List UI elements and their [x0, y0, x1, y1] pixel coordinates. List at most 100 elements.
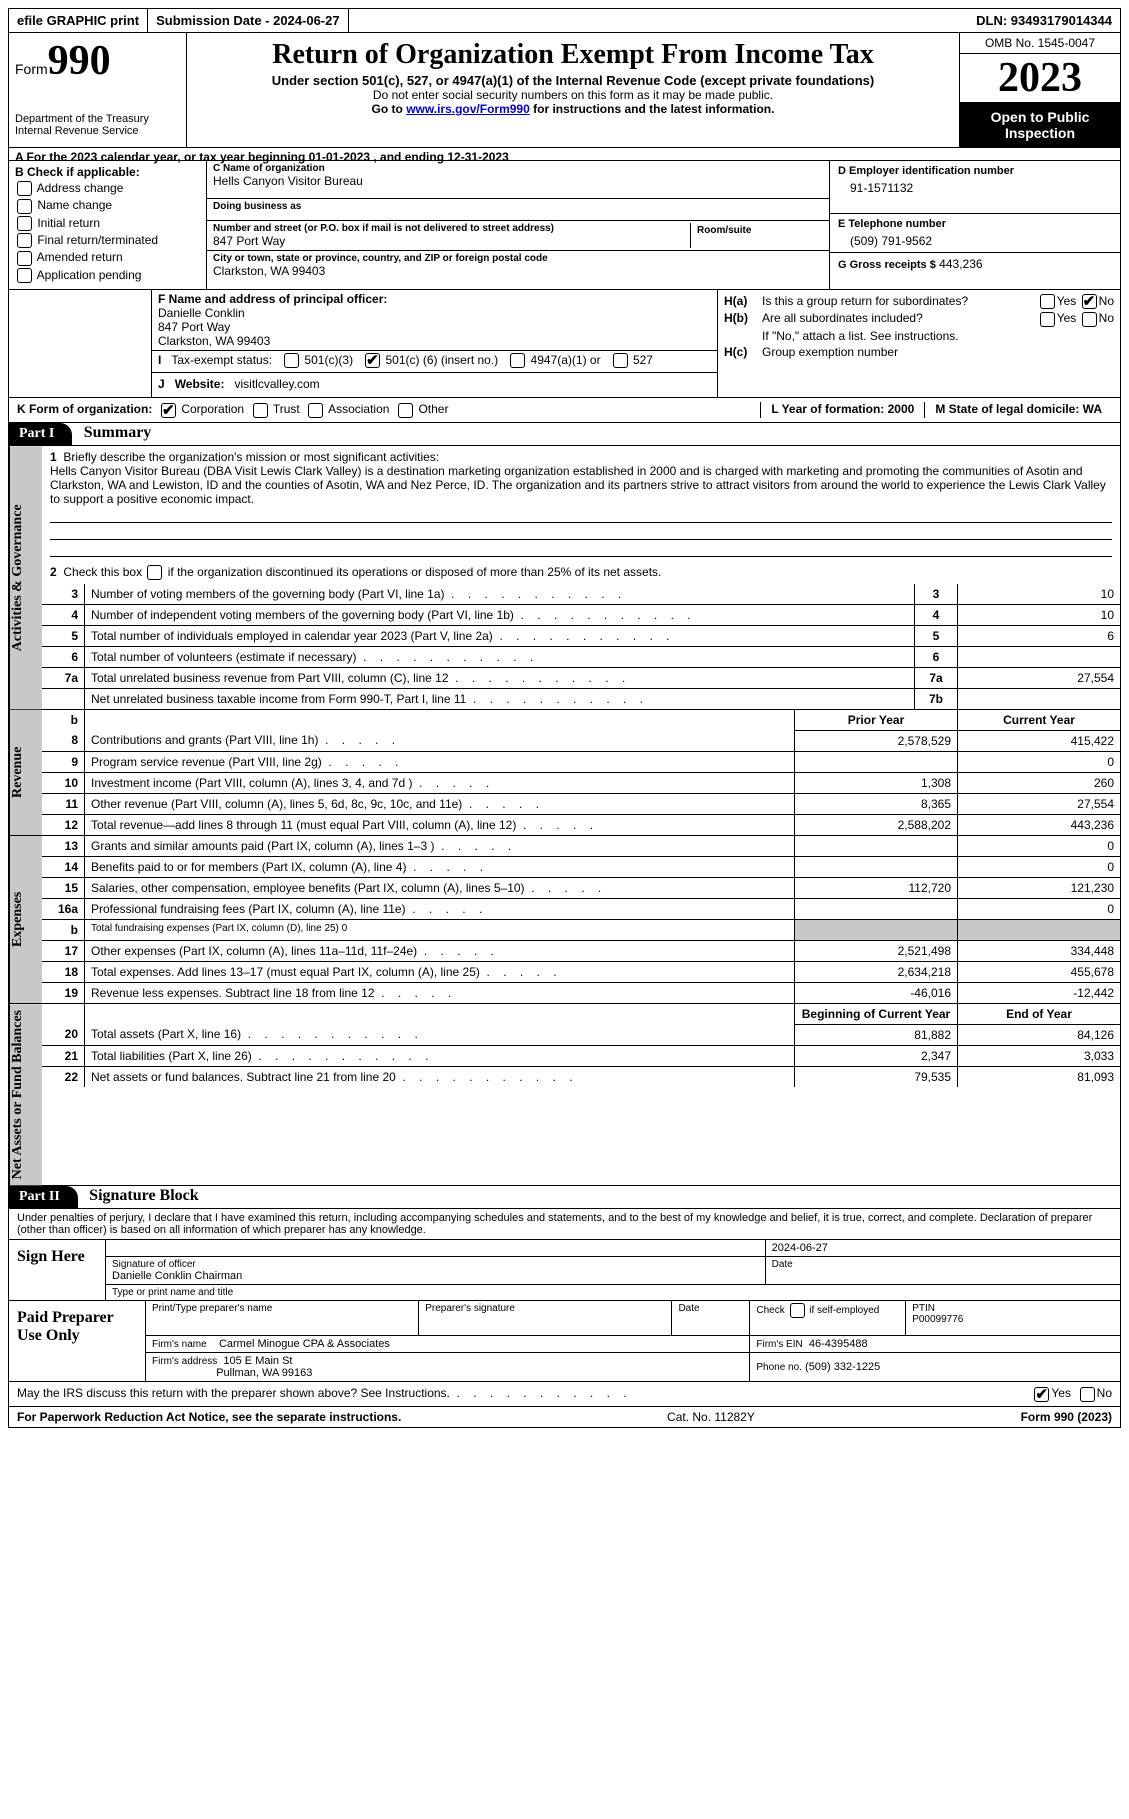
tax-year: 2023 — [960, 54, 1120, 103]
chk-527[interactable] — [613, 353, 628, 368]
city-value: Clarkston, WA 99403 — [213, 264, 823, 278]
part2-title: Signature Block — [81, 1185, 207, 1206]
footer-row: For Paperwork Reduction Act Notice, see … — [8, 1407, 1121, 1428]
dln: DLN: 93493179014344 — [968, 9, 1120, 32]
public-inspection: Open to Public Inspection — [960, 103, 1120, 147]
part1-title: Summary — [76, 422, 160, 443]
state-domicile: M State of legal domicile: WA — [935, 402, 1102, 416]
top-bar: efile GRAPHIC print Submission Date - 20… — [8, 8, 1121, 33]
checkbox-initial-return[interactable]: Initial return — [15, 216, 200, 231]
paid-preparer-section: Paid Preparer Use Only Print/Type prepar… — [8, 1301, 1121, 1382]
table-row: 8Contributions and grants (Part VIII, li… — [42, 730, 1120, 751]
org-name-label: C Name of organization — [213, 163, 823, 174]
checkbox-address-change[interactable]: Address change — [15, 181, 200, 196]
section-fh: F Name and address of principal officer:… — [8, 290, 1121, 398]
table-row: 5Total number of individuals employed in… — [42, 625, 1120, 646]
side-netassets: Net Assets or Fund Balances — [9, 1004, 42, 1185]
gross-value: 443,236 — [939, 257, 982, 271]
table-row: 10Investment income (Part VIII, column (… — [42, 772, 1120, 793]
checkbox-final-return-terminated[interactable]: Final return/terminated — [15, 233, 200, 248]
table-row: 6Total number of volunteers (estimate if… — [42, 646, 1120, 667]
hb-yes[interactable] — [1040, 312, 1055, 327]
paid-preparer-label: Paid Preparer Use Only — [9, 1301, 146, 1381]
discuss-yes[interactable] — [1034, 1387, 1049, 1402]
table-row: 3Number of voting members of the governi… — [42, 584, 1120, 605]
addr-label: Number and street (or P.O. box if mail i… — [213, 223, 690, 234]
prep-selfemp: Check if self-employed — [750, 1301, 906, 1336]
form-number: Form990 — [15, 37, 180, 85]
dept-treasury: Department of the Treasury Internal Reve… — [15, 113, 180, 137]
dba-label: Doing business as — [213, 201, 823, 212]
form-title: Return of Organization Exempt From Incom… — [195, 39, 951, 71]
sign-here-label: Sign Here — [9, 1240, 106, 1300]
form-subtitle: Under section 501(c), 527, or 4947(a)(1)… — [195, 73, 951, 88]
efile-label: efile GRAPHIC print — [9, 9, 148, 32]
website-value: visitlcvalley.com — [235, 377, 320, 391]
checkbox-amended-return[interactable]: Amended return — [15, 250, 200, 265]
tel-label: E Telephone number — [838, 218, 1112, 230]
firm-name: Carmel Minogue CPA & Associates — [219, 1338, 390, 1350]
table-row: 15Salaries, other compensation, employee… — [42, 877, 1120, 898]
ein-value: 91-1571132 — [838, 181, 1112, 195]
table-row: 22Net assets or fund balances. Subtract … — [42, 1066, 1120, 1087]
hc-text: Group exemption number — [762, 345, 1114, 359]
ha-yes[interactable] — [1040, 294, 1055, 309]
table-row: bTotal fundraising expenses (Part IX, co… — [42, 919, 1120, 940]
ha-no[interactable] — [1082, 294, 1097, 309]
table-row: 18Total expenses. Add lines 13–17 (must … — [42, 961, 1120, 982]
discuss-no[interactable] — [1080, 1387, 1095, 1402]
table-row: 17Other expenses (Part IX, column (A), l… — [42, 940, 1120, 961]
sig-date-label: Date — [765, 1257, 1120, 1285]
table-row: 13Grants and similar amounts paid (Part … — [42, 836, 1120, 857]
firm-addr1: 105 E Main St — [223, 1355, 292, 1367]
hb-no[interactable] — [1082, 312, 1097, 327]
firm-ein-label: Firm's EIN — [756, 1339, 802, 1350]
row-a-period: A For the 2023 calendar year, or tax yea… — [8, 148, 1121, 161]
pra-notice: For Paperwork Reduction Act Notice, see … — [17, 1410, 401, 1424]
chk-trust[interactable] — [253, 403, 268, 418]
submission-date: Submission Date - 2024-06-27 — [148, 9, 349, 32]
table-row: 19Revenue less expenses. Subtract line 1… — [42, 982, 1120, 1003]
col-b-checkboxes: B Check if applicable: Address change Na… — [9, 161, 207, 289]
table-row: 20Total assets (Part X, line 16)81,88284… — [42, 1024, 1120, 1045]
table-row: 7aTotal unrelated business revenue from … — [42, 667, 1120, 688]
ssn-note: Do not enter social security numbers on … — [195, 88, 951, 102]
part2-badge: Part II — [9, 1186, 78, 1208]
ein-label: D Employer identification number — [838, 165, 1112, 177]
chk-corp[interactable] — [161, 403, 176, 418]
part1-netassets: Net Assets or Fund Balances Beginning of… — [8, 1004, 1121, 1186]
omb-number: OMB No. 1545-0047 — [960, 33, 1120, 54]
hb-text: Are all subordinates included? — [762, 311, 994, 326]
checkbox-application-pending[interactable]: Application pending — [15, 268, 200, 283]
city-label: City or town, state or province, country… — [213, 253, 823, 264]
chk-assoc[interactable] — [308, 403, 323, 418]
ptin-label: PTIN — [912, 1303, 1114, 1314]
chk-501c3[interactable] — [284, 353, 299, 368]
firm-phone: (509) 332-1225 — [805, 1361, 880, 1373]
chk-501c[interactable] — [365, 353, 380, 368]
firm-name-label: Firm's name — [152, 1339, 207, 1350]
tax-exempt-label: Tax-exempt status: — [171, 353, 272, 367]
sig-officer-name: Danielle Conklin Chairman — [112, 1270, 759, 1282]
table-row: 11Other revenue (Part VIII, column (A), … — [42, 793, 1120, 814]
checkbox-name-change[interactable]: Name change — [15, 198, 200, 213]
chk-discontinued[interactable] — [147, 565, 162, 580]
chk-4947[interactable] — [510, 353, 525, 368]
expenses-table: 13Grants and similar amounts paid (Part … — [42, 836, 1120, 1003]
table-row: 9Program service revenue (Part VIII, lin… — [42, 751, 1120, 772]
part1-badge: Part I — [9, 423, 72, 445]
table-row: 4Number of independent voting members of… — [42, 604, 1120, 625]
revenue-table: bPrior YearCurrent Year8Contributions an… — [42, 710, 1120, 835]
section-bcd: B Check if applicable: Address change Na… — [8, 161, 1121, 290]
chk-other[interactable] — [398, 403, 413, 418]
chk-selfemployed[interactable] — [790, 1303, 805, 1318]
governance-table: 3Number of voting members of the governi… — [42, 584, 1120, 709]
penalties-text: Under penalties of perjury, I declare th… — [8, 1209, 1121, 1240]
table-row: 12Total revenue—add lines 8 through 11 (… — [42, 814, 1120, 835]
part1-governance: Activities & Governance 1 Briefly descri… — [8, 446, 1121, 710]
firm-ein: 46-4395488 — [809, 1338, 868, 1350]
form-header: Form990 Department of the Treasury Inter… — [8, 33, 1121, 148]
irs-link[interactable]: www.irs.gov/Form990 — [406, 102, 530, 116]
officer-name: Danielle Conklin — [158, 306, 711, 320]
cat-number: Cat. No. 11282Y — [401, 1410, 1020, 1424]
